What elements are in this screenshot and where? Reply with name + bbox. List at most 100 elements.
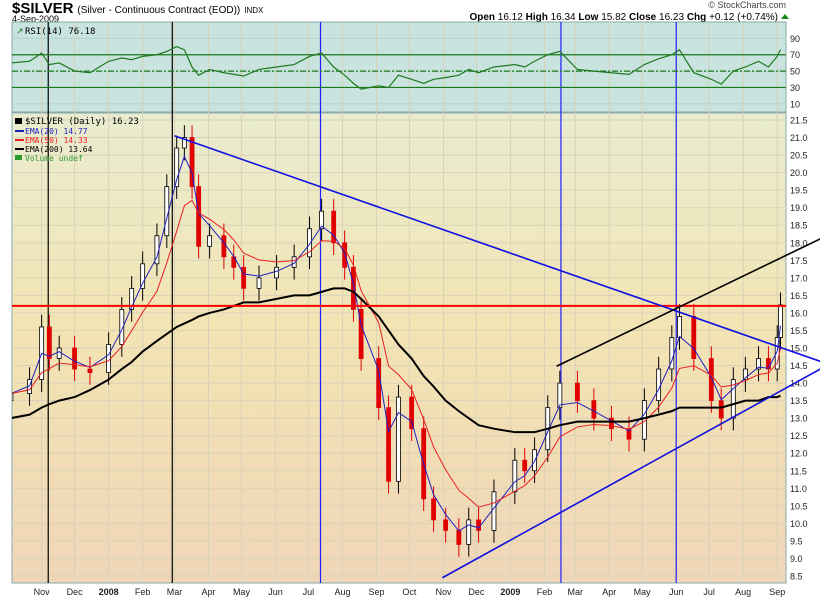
x-tick-label: Nov [435, 587, 452, 597]
candle-body [140, 263, 146, 289]
y-tick-label: 14.0 [790, 379, 808, 389]
trendline [556, 238, 820, 367]
candle-body [256, 277, 262, 289]
candle-body [609, 417, 614, 430]
candle-body [189, 137, 195, 188]
close-value: 16.23 [659, 12, 684, 23]
rsi-tick-label: 90 [790, 34, 800, 44]
ema50-legend: EMA(50) 14.33 [25, 136, 88, 145]
x-tick-label: Apr [602, 587, 616, 597]
candle-body [351, 266, 356, 310]
x-tick-label: Sep [368, 587, 384, 597]
x-tick-label: May [634, 587, 652, 597]
candle-body [207, 235, 213, 247]
candle-body [386, 407, 391, 482]
candle-body [431, 498, 436, 521]
candle-body [730, 379, 736, 419]
candle-body [12, 393, 14, 402]
rsi-tick-label: 50 [790, 67, 800, 77]
candle-body [307, 228, 312, 258]
x-tick-label: Apr [202, 587, 216, 597]
x-tick-label: Feb [537, 587, 553, 597]
y-tick-label: 16.5 [790, 291, 808, 301]
x-tick-label: Mar [567, 587, 583, 597]
y-tick-label: 9.5 [790, 536, 803, 546]
candle-body [46, 326, 52, 359]
close-label: Close [629, 12, 657, 23]
candle-body [476, 519, 481, 531]
x-tick-label: 2008 [99, 587, 119, 597]
rsi-tick-label: 70 [790, 50, 800, 60]
x-tick-label: Nov [34, 587, 51, 597]
candle-body [342, 242, 348, 268]
ema20-legend: EMA(20) 14.77 [25, 127, 88, 136]
x-tick-label: 2009 [500, 587, 520, 597]
rsi-tick-label: 10 [790, 99, 800, 109]
x-tick-label: Jun [669, 587, 684, 597]
y-tick-label: 18.5 [790, 221, 808, 231]
trendline [441, 368, 820, 579]
x-tick-label: Aug [334, 587, 350, 597]
candle-body [409, 396, 415, 430]
y-tick-label: 15.5 [790, 326, 808, 336]
y-tick-label: 8.5 [790, 572, 803, 582]
y-tick-label: 12.0 [790, 449, 808, 459]
axes: Nov Dec 2008 Feb Mar Apr May Jun Jul Aug Sep Oct Nov… [34, 34, 808, 597]
y-tick-label: 10.0 [790, 519, 808, 529]
candle-body [396, 396, 401, 482]
candle-body [591, 400, 597, 419]
low-value: 15.82 [601, 12, 626, 23]
candle-body [129, 287, 135, 310]
candle-body [656, 368, 662, 402]
candle-body [119, 309, 125, 345]
candle-body [56, 347, 62, 359]
y-tick-label: 15.0 [790, 344, 808, 354]
up-arrow-icon [781, 14, 789, 19]
candle-body [181, 137, 187, 149]
y-tick-label: 19.0 [790, 203, 808, 213]
price-plot [12, 125, 786, 557]
candle-body [677, 316, 682, 338]
rsi-legend: ↗ RSI(14) 76.18 [16, 26, 95, 37]
candle-body [174, 147, 180, 188]
chg-value: +0.12 (+0.74%) [709, 12, 778, 23]
candle-body [557, 382, 563, 409]
y-tick-label: 12.5 [790, 431, 808, 441]
chg-label: Chg [687, 12, 706, 23]
low-label: Low [578, 12, 598, 23]
y-tick-label: 13.5 [790, 396, 808, 406]
candle-body [778, 304, 783, 338]
y-tick-label: 11.0 [790, 484, 807, 494]
y-tick-label: 21.5 [790, 116, 808, 126]
y-tick-label: 21.0 [790, 133, 808, 143]
candle-body [512, 459, 518, 493]
price-legend: $SILVER (Daily) 16.23 EMA(20) 14.77 EMA(… [15, 117, 139, 163]
volume-icon [15, 155, 22, 160]
candle-body [522, 459, 528, 472]
y-tick-label: 9.0 [790, 554, 803, 564]
x-tick-label: May [233, 587, 251, 597]
rsi-line [12, 45, 782, 90]
chart-date: 4-Sep-2009 [12, 14, 59, 24]
high-value: 16.34 [551, 12, 576, 23]
x-tick-label: Mar [167, 587, 183, 597]
high-label: High [526, 12, 548, 23]
y-tick-label: 17.0 [790, 273, 808, 283]
rsi-panel [11, 21, 787, 113]
volume-legend: Volume undef [25, 154, 83, 163]
candle-body [319, 210, 325, 230]
open-label: Open [469, 12, 495, 23]
y-tick-label: 11.5 [790, 466, 807, 476]
y-tick-label: 13.0 [790, 414, 808, 424]
y-tick-label: 19.5 [790, 186, 808, 196]
candle-body [491, 491, 497, 531]
x-tick-label: Feb [135, 587, 151, 597]
title-line: $SILVER (Silver - Continuous Contract (EO… [12, 0, 264, 17]
candle-body [626, 428, 632, 440]
rsi-icon: ↗ [16, 26, 24, 36]
candle-body [718, 400, 724, 419]
candle-body [575, 382, 580, 402]
trendline [174, 135, 820, 363]
